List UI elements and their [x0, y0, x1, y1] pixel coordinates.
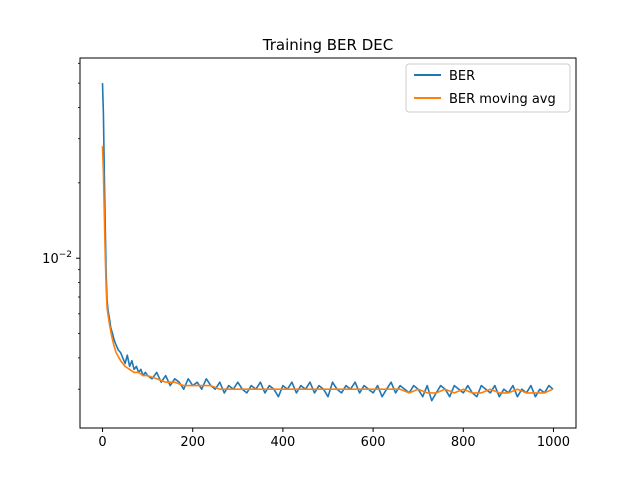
x-tick-label: 1000 — [537, 435, 570, 450]
series-line-ber-moving-avg — [101, 146, 554, 394]
chart-title: Training BER DEC — [262, 36, 393, 54]
legend-label-ber-moving-avg: BER moving avg — [449, 92, 556, 107]
plot-area — [101, 83, 554, 402]
legend-box — [405, 63, 571, 113]
y-axis: 10−2 — [42, 62, 80, 390]
x-tick-label: 0 — [98, 435, 106, 450]
x-tick-label: 800 — [451, 435, 476, 450]
x-tick-label: 200 — [180, 435, 205, 450]
y-tick-label: 10−2 — [42, 250, 72, 267]
x-axis: 0 200 400 600 800 1000 — [98, 428, 570, 450]
x-tick-label: 400 — [270, 435, 295, 450]
series-line-ber — [101, 83, 554, 402]
legend-label-ber: BER — [449, 69, 475, 84]
legend: BER BER moving avg — [405, 63, 571, 113]
x-tick-label: 600 — [361, 435, 386, 450]
plot-frame — [79, 57, 577, 429]
